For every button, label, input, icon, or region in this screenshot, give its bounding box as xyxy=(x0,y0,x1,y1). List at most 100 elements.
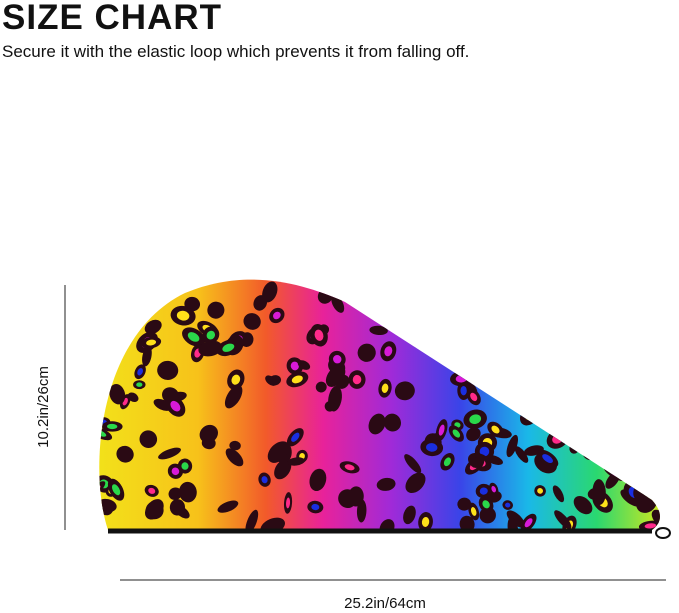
spot xyxy=(99,310,102,325)
spot xyxy=(403,505,416,525)
spot xyxy=(199,424,219,443)
spot xyxy=(107,306,127,330)
spot-center xyxy=(469,414,482,425)
spot-center xyxy=(558,363,569,373)
spot xyxy=(555,289,571,307)
spot xyxy=(130,279,147,294)
spot xyxy=(396,306,409,326)
spot xyxy=(158,447,181,460)
spot xyxy=(379,519,395,530)
spot-center xyxy=(407,300,417,310)
spot xyxy=(630,326,653,347)
spot-center xyxy=(505,502,511,508)
elastic-loop xyxy=(655,527,671,539)
spot xyxy=(566,360,578,373)
spot xyxy=(331,294,345,313)
spot-center xyxy=(99,308,106,318)
spot-center xyxy=(428,324,439,333)
spot-center xyxy=(635,331,648,342)
spot-center xyxy=(639,476,648,487)
spot-center xyxy=(112,311,122,324)
spot-center xyxy=(374,296,381,302)
spot xyxy=(169,499,185,516)
spot-center xyxy=(460,385,467,396)
spot-center xyxy=(187,332,200,342)
spot-center xyxy=(314,329,324,341)
spot-center xyxy=(111,484,121,496)
spot-center xyxy=(231,374,241,385)
spot-center xyxy=(482,500,490,509)
spot-center xyxy=(142,295,150,303)
spot xyxy=(527,401,544,420)
spot xyxy=(274,459,292,480)
spot xyxy=(450,344,476,356)
spot xyxy=(325,365,346,387)
spot xyxy=(142,346,152,367)
spot-center xyxy=(410,316,418,324)
spot-center xyxy=(333,355,342,364)
spot xyxy=(559,379,585,392)
spot-center xyxy=(443,457,452,467)
spot-center xyxy=(384,346,393,357)
spot-center xyxy=(491,425,500,434)
spot-center xyxy=(170,400,181,412)
spot xyxy=(376,477,396,491)
spot-center xyxy=(479,487,488,495)
spot xyxy=(608,436,633,447)
spot-center xyxy=(630,304,640,316)
spot xyxy=(297,360,311,370)
spot-center xyxy=(375,293,384,301)
spot-center xyxy=(596,418,604,426)
spot-center xyxy=(470,507,477,516)
spot xyxy=(480,332,494,355)
spot xyxy=(229,440,241,451)
spot-center xyxy=(381,383,389,393)
spot-center xyxy=(421,517,430,527)
spot xyxy=(217,500,239,513)
spot xyxy=(265,375,277,386)
spot xyxy=(544,340,560,359)
spot xyxy=(424,320,443,337)
spot-center xyxy=(590,438,597,447)
spot-center xyxy=(99,289,109,300)
spot xyxy=(587,434,600,451)
spot xyxy=(456,286,481,299)
spot xyxy=(99,504,102,518)
spot xyxy=(368,413,386,435)
spot xyxy=(99,304,111,322)
subtitle: Secure it with the elastic loop which pr… xyxy=(2,42,470,61)
spot-center xyxy=(559,388,565,395)
spot xyxy=(99,500,114,516)
spot xyxy=(627,396,641,410)
spot xyxy=(225,448,244,467)
spot xyxy=(443,326,457,341)
spot xyxy=(253,295,268,311)
spot-center xyxy=(558,293,567,302)
spot xyxy=(144,319,162,335)
spot-center xyxy=(106,354,114,363)
spot xyxy=(593,415,607,429)
spot xyxy=(612,357,632,375)
spot xyxy=(578,367,597,387)
spot xyxy=(99,284,114,306)
spot xyxy=(405,283,424,303)
spot-center xyxy=(542,454,553,463)
spot xyxy=(168,487,182,501)
spot xyxy=(645,366,657,379)
spot xyxy=(338,489,357,509)
spot xyxy=(444,337,457,358)
spot xyxy=(653,297,661,310)
spot xyxy=(561,407,586,429)
spot xyxy=(514,446,529,463)
spot xyxy=(573,496,593,515)
spot xyxy=(127,392,139,403)
spot-center xyxy=(344,464,355,471)
spot xyxy=(553,358,574,378)
spot-center xyxy=(537,488,543,494)
spot-center xyxy=(148,487,156,494)
spot-center xyxy=(206,330,216,340)
spot xyxy=(466,427,481,442)
spot xyxy=(450,280,465,298)
